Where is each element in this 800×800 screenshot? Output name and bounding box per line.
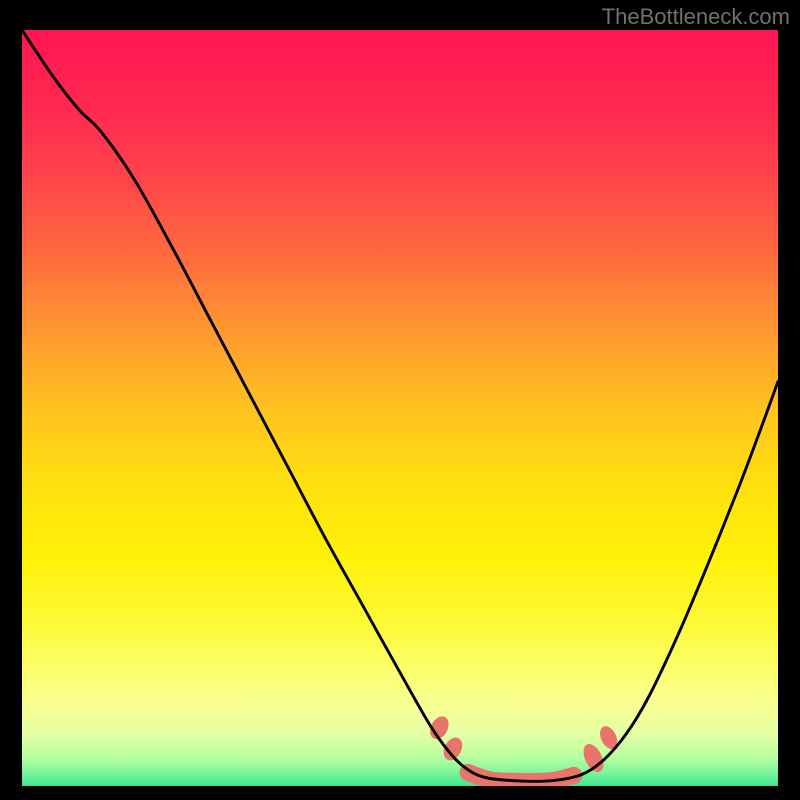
highlight-dot (440, 734, 466, 763)
curve-layer (22, 30, 778, 786)
attribution-text: TheBottleneck.com (602, 4, 790, 30)
highlight-band (426, 713, 620, 781)
plot-area (22, 30, 778, 786)
highlight-dot (579, 741, 607, 775)
bottleneck-curve (22, 30, 778, 781)
